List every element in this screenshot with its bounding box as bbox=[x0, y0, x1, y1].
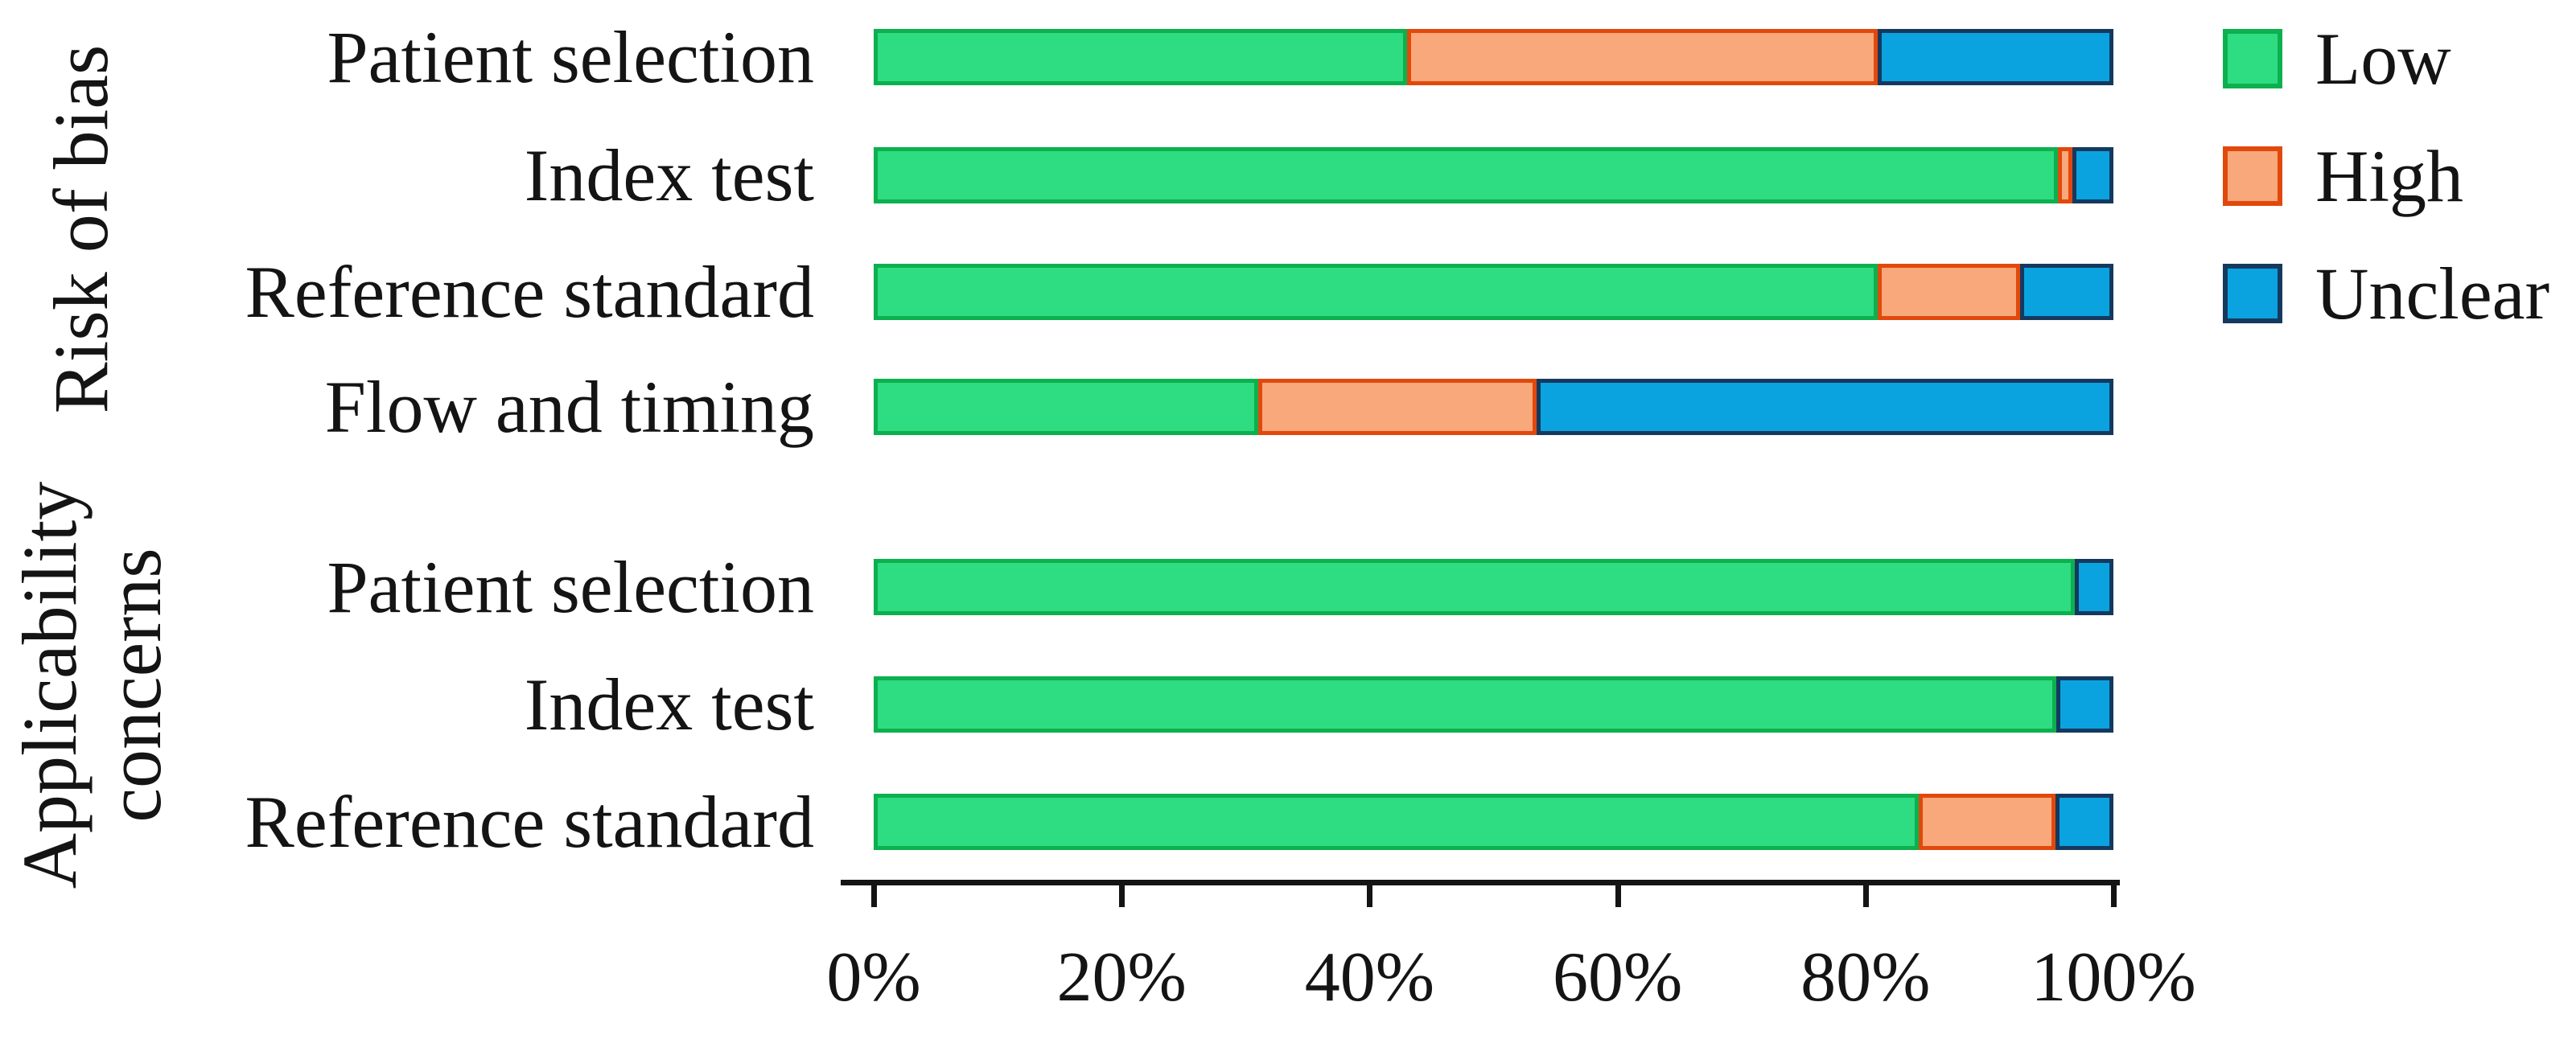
bar-segment-low bbox=[874, 29, 1407, 85]
bar-segment-low bbox=[874, 794, 1920, 850]
bar-segment-low bbox=[874, 147, 2058, 203]
bar-segment-unclear bbox=[2055, 794, 2113, 850]
legend-label-high: High bbox=[2315, 135, 2463, 217]
bar-segment-unclear bbox=[2072, 147, 2113, 203]
x-axis-tick-mark bbox=[871, 885, 877, 907]
x-axis-tick-mark bbox=[1119, 885, 1125, 907]
x-axis-tick-mark bbox=[1615, 885, 1621, 907]
x-axis-tick-label: 100% bbox=[2031, 938, 2196, 1016]
legend-label-low: Low bbox=[2315, 18, 2451, 100]
bar-segment-unclear bbox=[1537, 379, 2113, 435]
category-label: Patient selection bbox=[327, 546, 814, 628]
bar-segment-low bbox=[874, 264, 1879, 320]
legend-swatch-unclear bbox=[2223, 264, 2282, 323]
bar-segment-low bbox=[874, 379, 1258, 435]
bar-segment-unclear bbox=[2056, 676, 2113, 733]
group-label-risk-of-bias: Risk of bias bbox=[37, 44, 124, 414]
bar-segment-unclear bbox=[2075, 559, 2113, 615]
x-axis-line bbox=[841, 880, 2120, 885]
x-axis-tick-mark bbox=[2111, 885, 2117, 907]
x-axis-tick-mark bbox=[1862, 885, 1869, 907]
bar-segment-high bbox=[1878, 264, 2021, 320]
x-axis-tick-mark bbox=[1367, 885, 1373, 907]
category-label: Index test bbox=[524, 663, 814, 745]
category-label: Index test bbox=[524, 134, 814, 216]
category-label: Reference standard bbox=[245, 781, 814, 863]
bar-segment-unclear bbox=[2020, 264, 2113, 320]
bar-segment-high bbox=[1406, 29, 1879, 85]
x-axis-tick-label: 40% bbox=[1304, 938, 1435, 1016]
group-label-applicability-concerns: Applicability concerns bbox=[6, 481, 177, 889]
category-label: Reference standard bbox=[245, 251, 814, 333]
bar-segment-high bbox=[1919, 794, 2055, 850]
legend-label-unclear: Unclear bbox=[2315, 253, 2550, 335]
x-axis-tick-label: 80% bbox=[1800, 938, 1931, 1016]
bar-segment-high bbox=[2057, 147, 2073, 203]
bar-segment-low bbox=[874, 559, 2076, 615]
x-axis-tick-label: 20% bbox=[1056, 938, 1187, 1016]
legend-swatch-low bbox=[2223, 29, 2282, 88]
bar-segment-unclear bbox=[1878, 29, 2113, 85]
x-axis-tick-label: 60% bbox=[1552, 938, 1683, 1016]
legend-swatch-high bbox=[2223, 146, 2282, 206]
category-label: Flow and timing bbox=[324, 366, 814, 448]
bar-segment-high bbox=[1257, 379, 1537, 435]
bar-segment-low bbox=[874, 676, 2057, 733]
x-axis-tick-label: 0% bbox=[826, 938, 921, 1016]
category-label: Patient selection bbox=[327, 16, 814, 98]
